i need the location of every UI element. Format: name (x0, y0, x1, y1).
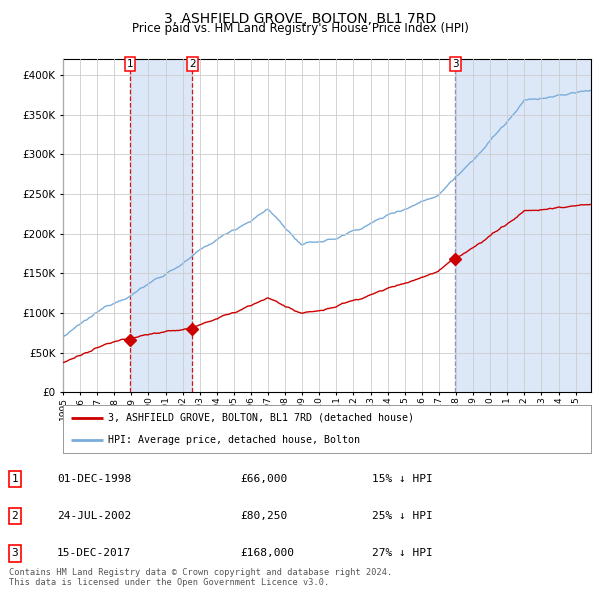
Text: 3: 3 (452, 59, 458, 69)
Text: 01-DEC-1998: 01-DEC-1998 (57, 474, 131, 484)
Bar (130, 59, 192, 392)
Text: 3, ASHFIELD GROVE, BOLTON, BL1 7RD: 3, ASHFIELD GROVE, BOLTON, BL1 7RD (164, 12, 436, 26)
Text: This data is licensed under the Open Government Licence v3.0.: This data is licensed under the Open Gov… (9, 578, 329, 587)
Text: £168,000: £168,000 (240, 549, 294, 558)
Text: 15-DEC-2017: 15-DEC-2017 (57, 549, 131, 558)
Text: 1: 1 (11, 474, 19, 484)
Text: HPI: Average price, detached house, Bolton: HPI: Average price, detached house, Bolt… (108, 435, 360, 445)
Text: Contains HM Land Registry data © Crown copyright and database right 2024.: Contains HM Land Registry data © Crown c… (9, 568, 392, 576)
Text: 24-JUL-2002: 24-JUL-2002 (57, 512, 131, 521)
Text: 27% ↓ HPI: 27% ↓ HPI (372, 549, 433, 558)
Text: 2: 2 (189, 59, 196, 69)
Text: 15% ↓ HPI: 15% ↓ HPI (372, 474, 433, 484)
Text: 3: 3 (11, 549, 19, 558)
Text: £80,250: £80,250 (240, 512, 287, 521)
Text: £66,000: £66,000 (240, 474, 287, 484)
Text: 2: 2 (11, 512, 19, 521)
Text: 1: 1 (127, 59, 133, 69)
Text: Price paid vs. HM Land Registry's House Price Index (HPI): Price paid vs. HM Land Registry's House … (131, 22, 469, 35)
Text: 3, ASHFIELD GROVE, BOLTON, BL1 7RD (detached house): 3, ASHFIELD GROVE, BOLTON, BL1 7RD (deta… (108, 413, 414, 423)
Text: 25% ↓ HPI: 25% ↓ HPI (372, 512, 433, 521)
Bar (455, 59, 593, 392)
